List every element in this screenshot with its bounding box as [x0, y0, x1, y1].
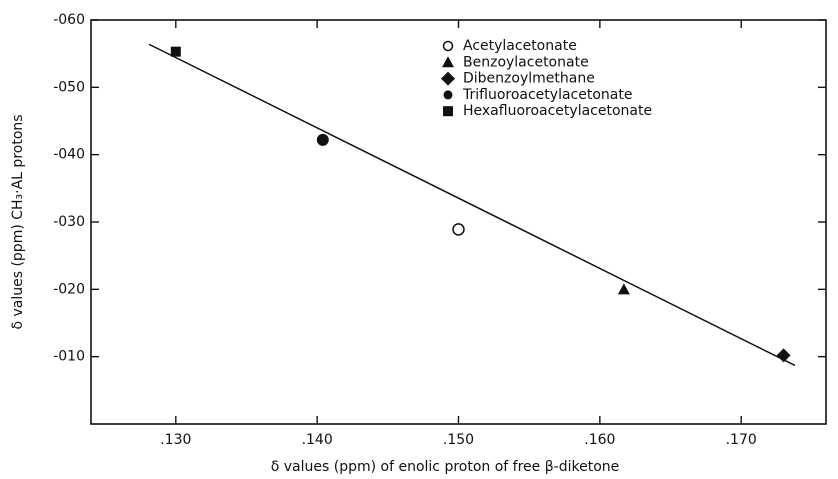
- y-tick-label: -060: [53, 12, 85, 28]
- marker: [776, 348, 791, 363]
- y-tick-label: -010: [53, 349, 85, 365]
- x-tick-label: .160: [584, 432, 615, 448]
- marker: [617, 283, 630, 295]
- fit-line: [148, 43, 796, 367]
- legend-label: Dibenzoylmethane: [463, 71, 595, 87]
- legend-marker: [443, 106, 453, 117]
- legend-marker: [442, 40, 454, 52]
- y-tick-label: -020: [53, 281, 85, 297]
- x-tick-label: .170: [726, 432, 757, 448]
- y-tick-label: -050: [53, 79, 85, 95]
- x-axis-label: δ values (ppm) of enolic proton of free …: [271, 459, 620, 475]
- legend-label: Hexafluoroacetylacetonate: [463, 103, 652, 119]
- y-tick-label: -040: [53, 147, 85, 163]
- x-tick-label: .130: [160, 432, 191, 448]
- x-tick-label: .140: [302, 432, 333, 448]
- legend-marker: [442, 56, 454, 68]
- marker: [316, 133, 329, 146]
- y-axis-label: δ values (ppm) CH₃·AL protons: [10, 114, 26, 329]
- legend-label: Benzoylacetonate: [463, 54, 589, 70]
- plot-frame: [90, 19, 827, 425]
- legend-label: Acetylacetonate: [463, 38, 577, 54]
- x-tick-label: .150: [443, 432, 474, 448]
- marker: [452, 223, 465, 236]
- legend-marker: [441, 71, 455, 86]
- y-tick-label: -030: [53, 214, 85, 230]
- legend-label: Trifluoroacetylacetonate: [462, 87, 632, 103]
- legend-marker: [443, 90, 453, 100]
- marker: [170, 46, 181, 57]
